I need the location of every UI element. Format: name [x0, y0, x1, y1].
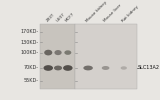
Text: Rat kidney: Rat kidney [121, 5, 139, 23]
Ellipse shape [54, 50, 62, 55]
Text: 170KD-: 170KD- [20, 29, 38, 34]
Text: 100KD-: 100KD- [20, 50, 38, 55]
Text: 293T: 293T [45, 13, 56, 23]
Bar [75, 24, 137, 90]
Ellipse shape [44, 50, 52, 55]
Ellipse shape [44, 65, 53, 71]
Text: 130KD-: 130KD- [20, 40, 38, 45]
Text: 70KD-: 70KD- [24, 66, 38, 70]
Ellipse shape [121, 66, 127, 70]
Text: Mouse liver: Mouse liver [103, 4, 122, 23]
Text: Mouse kidney: Mouse kidney [85, 0, 108, 23]
Text: MCF7: MCF7 [65, 12, 76, 23]
Ellipse shape [83, 66, 93, 70]
Text: 55KD-: 55KD- [24, 78, 38, 84]
Ellipse shape [64, 50, 71, 55]
Ellipse shape [54, 66, 62, 70]
Ellipse shape [102, 66, 109, 70]
Bar [40, 24, 75, 90]
Text: U937: U937 [55, 12, 66, 23]
Text: SLC13A2: SLC13A2 [138, 66, 160, 70]
Ellipse shape [63, 65, 73, 71]
